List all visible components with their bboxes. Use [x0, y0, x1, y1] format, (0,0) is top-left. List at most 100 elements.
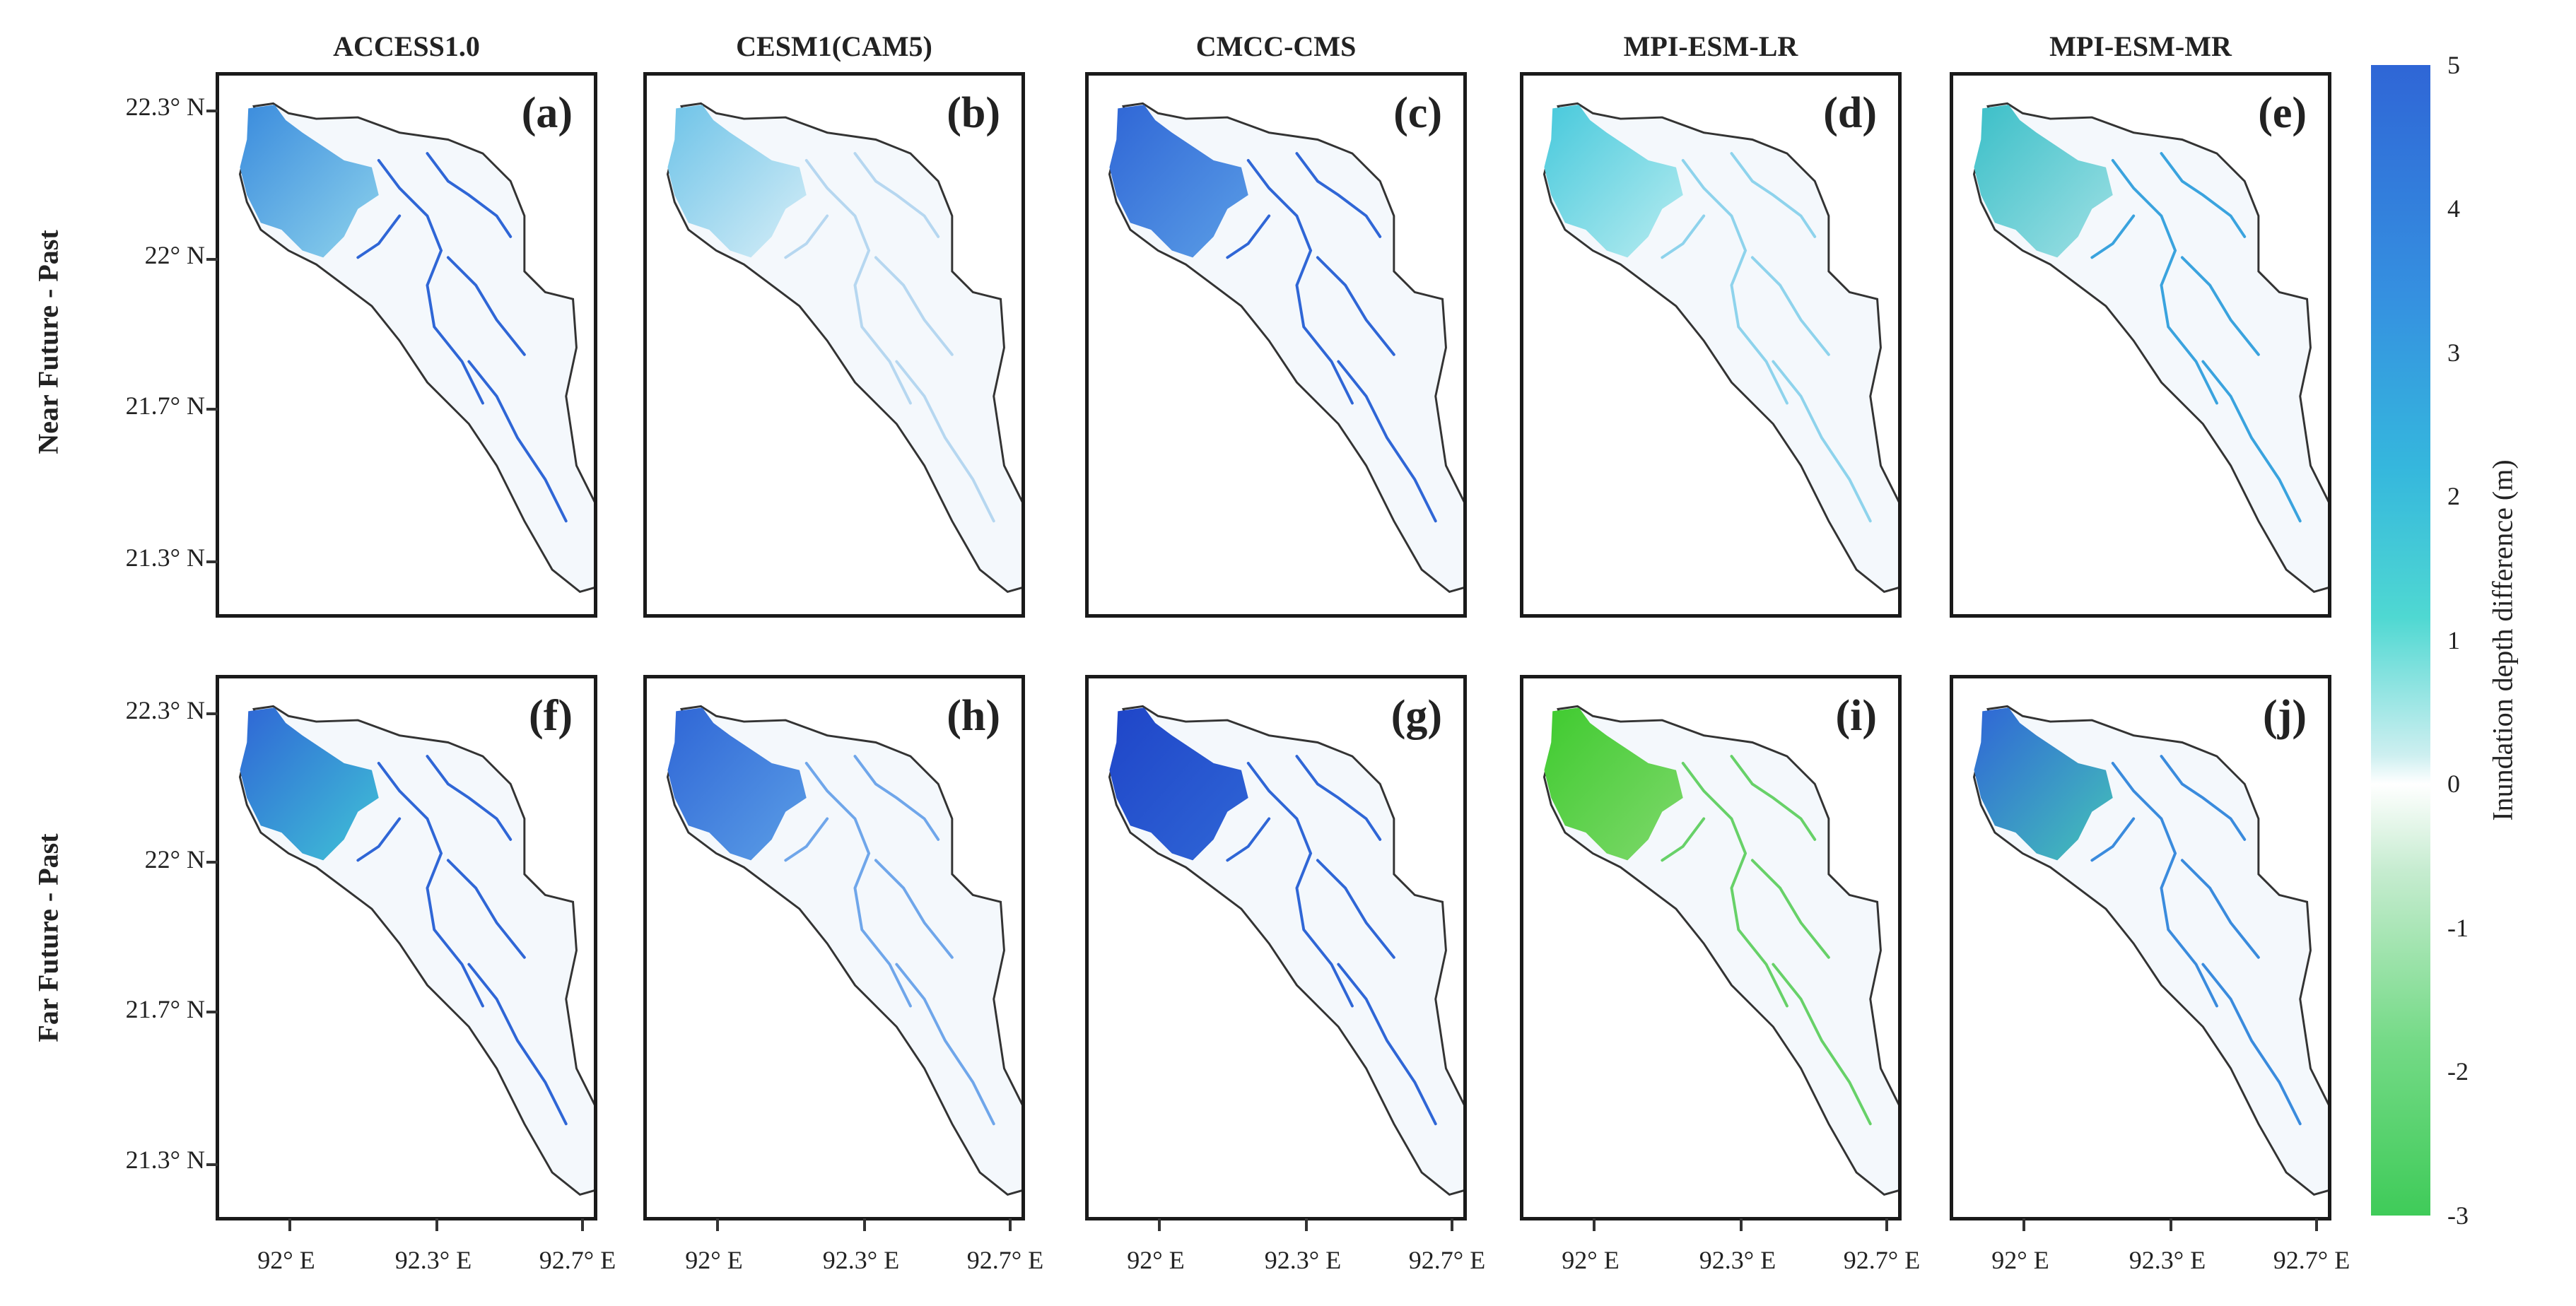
map-panel: (c) — [1085, 72, 1467, 618]
colorbar — [2371, 65, 2430, 1216]
river-line — [1661, 817, 1706, 862]
map-panel: (g) — [1085, 675, 1467, 1231]
x-tick — [1593, 1218, 1596, 1231]
river-line — [804, 761, 912, 1008]
lon-label: 92.7° E — [2273, 1246, 2350, 1274]
lon-label: 92° E — [1562, 1246, 1620, 1274]
river-line — [1316, 256, 1395, 356]
river-line — [426, 755, 513, 841]
river-line — [1772, 360, 1872, 523]
river-line — [1295, 152, 1382, 238]
river-line — [446, 859, 526, 959]
river-line — [895, 360, 995, 523]
river-line — [2090, 214, 2136, 259]
river-line — [377, 761, 484, 1008]
inundation-area — [667, 105, 807, 258]
map-panel: (f) — [206, 675, 597, 1231]
lon-label: 92.3° E — [1264, 1246, 1342, 1274]
river-line — [2201, 360, 2302, 523]
y-tick — [206, 110, 218, 112]
map-svg — [1542, 705, 1898, 1196]
x-tick — [581, 1218, 584, 1231]
colorbar-tick-3: 3 — [2447, 339, 2460, 367]
lat-label-22-3-bottom: 22.3° N — [125, 696, 205, 724]
map-svg — [238, 705, 594, 1196]
x-tick — [435, 1218, 438, 1231]
map-svg — [666, 705, 1021, 1196]
y-tick — [206, 560, 218, 563]
column-title-3: CMCC-CMS — [1195, 30, 1357, 62]
inundation-area — [1974, 105, 2113, 258]
river-line — [356, 214, 402, 259]
colorbar-tick-1: 1 — [2447, 626, 2460, 654]
map-panel: (d) — [1520, 72, 1902, 618]
lon-label: 92.3° E — [1699, 1246, 1776, 1274]
y-tick — [206, 1011, 218, 1013]
river-line — [446, 256, 526, 356]
lon-label: 92.7° E — [539, 1246, 616, 1274]
map-panel: (e) — [1950, 72, 2331, 618]
lat-label-21-3-bottom: 21.3° N — [125, 1146, 205, 1174]
x-tick — [716, 1218, 719, 1231]
river-line — [1681, 761, 1788, 1008]
river-line — [1772, 963, 1872, 1126]
map-svg — [238, 102, 594, 594]
map-svg — [1108, 705, 1463, 1196]
lat-label-21-7-bottom: 21.7° N — [125, 995, 205, 1023]
river-line — [874, 256, 954, 356]
column-title-1: ACCESS1.0 — [333, 30, 480, 62]
lon-label: 92.7° E — [966, 1246, 1044, 1274]
river-line — [2201, 963, 2302, 1126]
panel-label: (h) — [947, 692, 1000, 740]
river-line — [874, 859, 954, 959]
panel-label: (f) — [529, 692, 573, 740]
lat-label-21-3-top: 21.3° N — [125, 543, 205, 572]
x-tick — [1740, 1218, 1743, 1231]
inundation-area — [1544, 707, 1683, 861]
lon-label: 92° E — [1127, 1246, 1185, 1274]
river-line — [2111, 761, 2218, 1008]
river-line — [1295, 755, 1382, 841]
lon-label: 92.7° E — [1408, 1246, 1486, 1274]
river-line — [853, 755, 940, 841]
river-line — [467, 963, 568, 1126]
lon-label: 92.3° E — [394, 1246, 472, 1274]
river-line — [853, 152, 940, 238]
x-tick — [2315, 1218, 2318, 1231]
river-line — [1750, 859, 1830, 959]
panel-label: (c) — [1393, 89, 1442, 137]
river-line — [1337, 360, 1437, 523]
river-line — [1316, 859, 1395, 959]
map-panel: (a) — [206, 72, 597, 618]
x-tick — [288, 1218, 291, 1231]
x-tick — [863, 1218, 866, 1231]
colorbar-tick-neg2: -2 — [2447, 1057, 2469, 1086]
inundation-area — [1109, 105, 1248, 258]
river-line — [2111, 158, 2218, 405]
inundation-area — [1544, 105, 1683, 258]
column-title-2: CESM1(CAM5) — [736, 30, 932, 62]
river-line — [426, 152, 513, 238]
map-panel: (h) — [643, 675, 1025, 1231]
lon-label: 92° E — [685, 1246, 743, 1274]
x-tick — [1158, 1218, 1161, 1231]
colorbar-tick-0: 0 — [2447, 770, 2460, 798]
map-panel: (b) — [643, 72, 1025, 618]
x-tick — [1885, 1218, 1888, 1231]
colorbar-tick-neg1: -1 — [2447, 914, 2469, 942]
map-svg — [1972, 102, 2328, 594]
river-line — [1661, 214, 1706, 259]
x-tick — [2022, 1218, 2025, 1231]
lat-label-22-top: 22° N — [144, 241, 205, 269]
lat-label-22-bottom: 22° N — [144, 845, 205, 873]
river-line — [1246, 158, 1354, 405]
river-line — [1226, 817, 1271, 862]
panel-label: (b) — [947, 89, 1000, 137]
inundation-area — [1974, 707, 2113, 861]
x-tick — [1305, 1218, 1308, 1231]
x-tick — [1009, 1218, 1012, 1231]
river-line — [804, 158, 912, 405]
inundation-area — [240, 707, 379, 861]
y-tick — [206, 861, 218, 864]
river-line — [1730, 755, 1817, 841]
